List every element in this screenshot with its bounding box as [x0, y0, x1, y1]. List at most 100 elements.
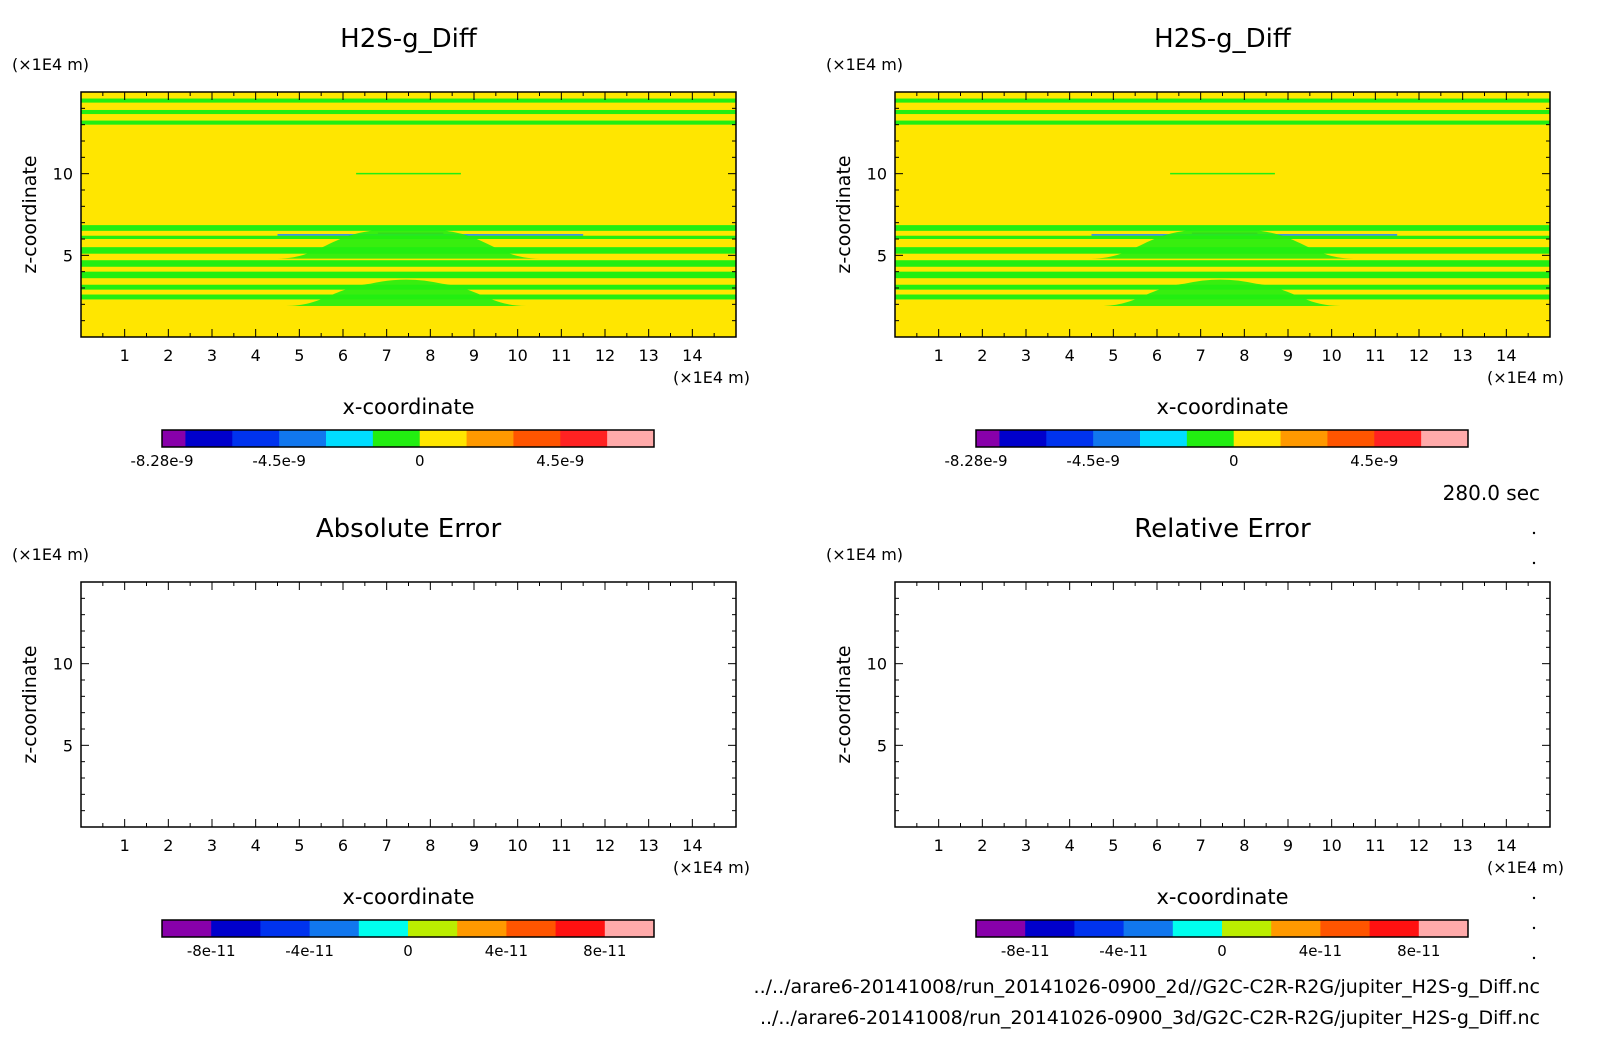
x-tick-label: 1 [120, 836, 130, 855]
x-axis-label: x-coordinate [342, 395, 474, 419]
x-tick-label: 4 [1065, 836, 1075, 855]
colorbar-swatch [408, 920, 458, 937]
chart-panel: Relative Error(×1E4 m)1 2 3 4 5 6 7 8 9 10 11 12 13 1… [826, 514, 1564, 960]
colorbar-label: -8e-11 [187, 942, 236, 960]
colorbar-swatch [211, 920, 261, 937]
chart-panel: Absolute Error(×1E4 m)1 2 3 4 5 6 7 8 9 10 11 12 13 1… [12, 514, 750, 960]
data-layer [895, 98, 1550, 306]
y-tick-label: 10 [867, 655, 887, 674]
colorbar-swatch [976, 430, 1000, 447]
data-region [277, 226, 540, 259]
y-axis-label: z-coordinate [19, 155, 41, 273]
colorbar-swatch [1025, 920, 1075, 937]
colorbar-swatch [1123, 920, 1174, 937]
x-tick-label: 5 [1108, 346, 1118, 365]
margin-dot [1532, 956, 1536, 960]
margin-dot [1532, 926, 1536, 930]
x-tick-label: 5 [1108, 836, 1118, 855]
x-tick-label: 11 [1365, 836, 1385, 855]
y-tick-label: 5 [877, 736, 887, 755]
colorbar-label: 0 [415, 452, 425, 470]
x-tick-label: 6 [338, 836, 348, 855]
x-tick-label: 11 [551, 346, 571, 365]
colorbar-swatch [1074, 920, 1125, 937]
x-tick-label: 10 [1321, 346, 1341, 365]
x-tick-label: 12 [1409, 836, 1429, 855]
x-tick-label: 8 [1239, 346, 1249, 365]
colorbar-swatch [1222, 920, 1272, 937]
chart-panel: H2S-g_Diff(×1E4 m)1 2 3 4 5 6 7 8 9 10 11 12 13 14510… [826, 24, 1564, 470]
x-tick-label: 14 [682, 346, 702, 365]
colorbar-label: 4e-11 [485, 942, 528, 960]
y-axis-label: z-coordinate [19, 645, 41, 763]
y-tick-label: 5 [63, 736, 73, 755]
x-tick-label: 14 [682, 836, 702, 855]
x-tick-label: 7 [1196, 346, 1206, 365]
colorbar-swatch [1172, 920, 1223, 937]
colorbar-frame [975, 919, 1469, 938]
x-tick-label: 2 [977, 346, 987, 365]
colorbar-swatch [358, 920, 409, 937]
x-tick-label: 14 [1496, 346, 1516, 365]
colorbar-label: -4e-11 [1099, 942, 1148, 960]
colorbar-label: 8e-11 [1397, 942, 1440, 960]
colorbar-swatch [1046, 430, 1094, 447]
colorbar-swatch [1369, 920, 1420, 937]
colorbar-label: 0 [1229, 452, 1239, 470]
x-tick-label: 8 [425, 346, 435, 365]
x-tick-label: 10 [507, 346, 527, 365]
colorbar-label: -8e-11 [1001, 942, 1050, 960]
x-tick-label: 14 [1496, 836, 1516, 855]
colorbar-label: 0 [1217, 942, 1227, 960]
colorbar-swatch [999, 430, 1047, 447]
colorbar-swatch [1093, 430, 1141, 447]
x-tick-label: 4 [1065, 346, 1075, 365]
x-tick-label: 8 [425, 836, 435, 855]
data-band [81, 120, 736, 125]
x-tick-label: 11 [551, 836, 571, 855]
x-tick-label: 3 [1021, 836, 1031, 855]
x-axis-label: x-coordinate [1156, 885, 1288, 909]
x-tick-label: 1 [934, 836, 944, 855]
x-unit-label: (×1E4 m) [1487, 368, 1564, 387]
colorbar-swatch [560, 430, 608, 447]
margin-dots [1532, 531, 1536, 960]
colorbar-swatch [1233, 430, 1282, 447]
colorbar-swatch [1421, 430, 1469, 447]
colorbar-swatch [513, 430, 561, 447]
plot-area [895, 582, 1550, 827]
x-tick-label: 12 [1409, 346, 1429, 365]
margin-dot [1532, 531, 1536, 535]
x-unit-label: (×1E4 m) [673, 858, 750, 877]
colorbar-swatch [260, 920, 311, 937]
chart-title: H2S-g_Diff [340, 24, 478, 54]
y-axis-label: z-coordinate [833, 645, 855, 763]
y-unit-label: (×1E4 m) [826, 545, 903, 564]
data-band [81, 109, 736, 115]
colorbar-swatch [555, 920, 606, 937]
x-tick-label: 2 [977, 836, 987, 855]
colorbar-swatch [162, 920, 212, 937]
y-unit-label: (×1E4 m) [826, 55, 903, 74]
x-tick-label: 9 [1283, 346, 1293, 365]
y-unit-label: (×1E4 m) [12, 55, 89, 74]
panels-layer: H2S-g_Diff(×1E4 m)1 2 3 4 5 6 7 8 9 10 11 12 13 14510… [12, 24, 1564, 960]
y-tick-label: 10 [867, 165, 887, 184]
data-band [81, 260, 736, 267]
margin-dot [1532, 896, 1536, 900]
colorbar-swatch [326, 430, 374, 447]
colorbar-label: -4e-11 [285, 942, 334, 960]
colorbar-label: -8.28e-9 [131, 452, 194, 470]
data-band [895, 120, 1550, 125]
y-tick-label: 10 [53, 165, 73, 184]
margin-dot [1532, 866, 1536, 870]
x-tick-label: 3 [207, 346, 217, 365]
colorbar-swatch [604, 920, 655, 937]
chart-panel: H2S-g_Diff(×1E4 m)1 2 3 4 5 6 7 8 9 10 11 12 13 14510… [12, 24, 750, 470]
chart-title: H2S-g_Diff [1154, 24, 1292, 54]
data-band [895, 271, 1550, 279]
data-region [1091, 226, 1354, 259]
x-tick-label: 4 [251, 346, 261, 365]
chart-title: Relative Error [1134, 514, 1311, 544]
colorbar-swatch [309, 920, 360, 937]
